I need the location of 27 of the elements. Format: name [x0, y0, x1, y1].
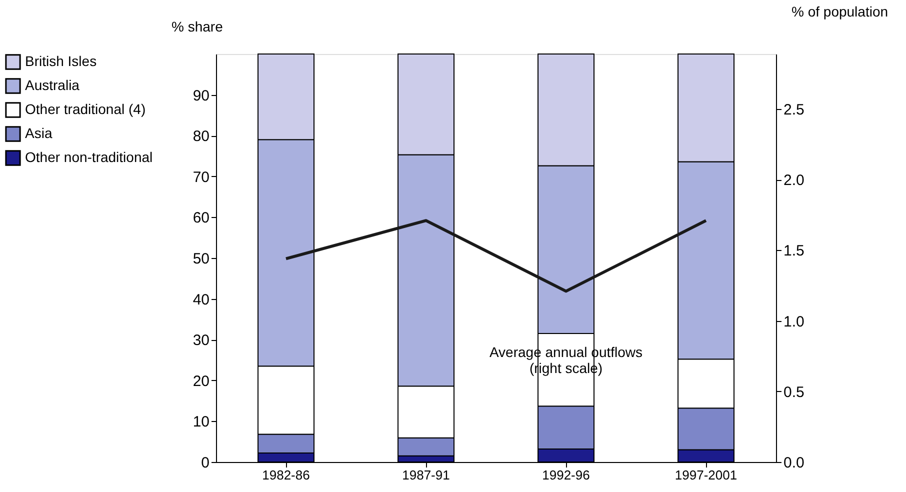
y-tick-label: 40	[192, 291, 210, 308]
y-tick-label: 80	[192, 128, 210, 146]
y-tick-label: 10	[192, 414, 210, 431]
y-tick-label: 60	[192, 210, 210, 227]
x-tick-label: 1992-96	[542, 468, 590, 482]
legend-label: Asia	[25, 125, 52, 141]
legend-label: Other traditional (4)	[25, 101, 146, 117]
y-tick-label: 90	[192, 87, 210, 104]
y2-tick-label: 1.0	[784, 313, 804, 330]
y2-tick-label: 2.0	[784, 172, 804, 190]
y2-tick-label: 2.5	[784, 102, 804, 119]
legend-label: Other non-traditional	[25, 149, 153, 165]
y2-axis-title: % of population	[792, 4, 888, 20]
y2-tick-label: 1.5	[784, 242, 804, 260]
x-tick-label: 1982-86	[262, 468, 310, 482]
x-tick-label: 1997-2001	[674, 468, 738, 482]
y-tick-label: 50	[192, 250, 210, 268]
x-tick-label: 1987-91	[402, 468, 450, 482]
y-tick-label: 0	[201, 454, 210, 472]
legend-label: British Isles	[25, 53, 97, 69]
legend-label: Australia	[25, 77, 80, 93]
y-axis-title: % share	[172, 18, 224, 34]
y-tick-label: 30	[192, 332, 210, 350]
y-tick-label: 20	[192, 372, 210, 390]
y2-tick-label: 0.5	[784, 384, 804, 401]
y-tick-label: 70	[192, 168, 210, 186]
y2-tick-label: 0.0	[784, 454, 804, 472]
